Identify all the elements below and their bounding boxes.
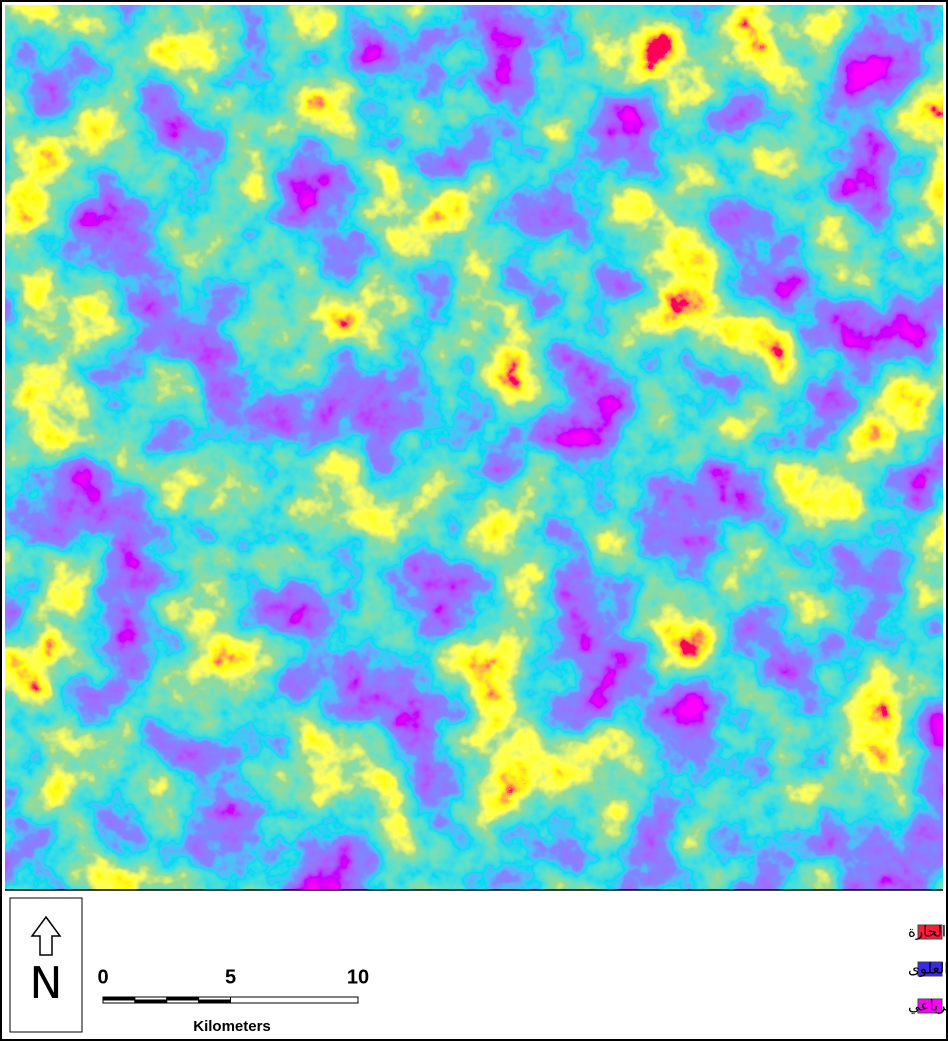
legend-label: المناطق المتأثرة بالمحاليل الحارة [908,921,948,941]
scale-tick-label: 0 [97,966,108,988]
scale-tick-label: 10 [347,966,369,988]
north-label: N [30,958,63,1009]
legend-label: رسوبيات العصر الرباعي [908,997,948,1016]
legend-label: صخور الكريتاسى العلوى [908,960,948,978]
map-raster [5,5,943,890]
scale-segment [199,1000,231,1003]
scale-tick-label: 5 [225,966,236,988]
legend: المناطق المتأثرة بالمحاليل الحارة صخور ال… [908,921,948,1016]
scale-unit: Kilometers [193,1018,271,1035]
scale-segment [135,1000,167,1003]
scale-segment [231,997,359,1003]
scale-segment [167,1000,199,1003]
scale-segment [103,1000,135,1003]
map-figure: N 0 5 10 Kilometers المناطق المتأثرة بالمح… [0,0,948,1041]
